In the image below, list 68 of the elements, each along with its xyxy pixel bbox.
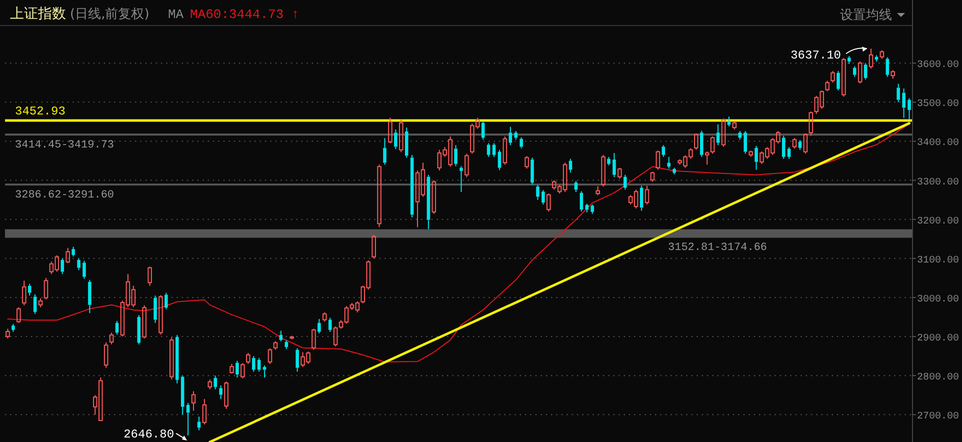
candlestick [175,334,179,384]
candlestick [852,66,856,78]
candlestick [836,70,840,91]
y-tick-label: 3100.00 [917,255,960,266]
candlestick [848,56,851,64]
y-tick-label: 3600.00 [917,60,960,72]
annotation: 3637.10 [790,48,842,63]
candlestick [624,174,627,190]
candlestick [798,140,802,150]
candlestick [12,324,15,332]
candlestick [902,88,906,118]
candlestick [574,180,578,193]
candlestick [542,190,545,206]
candlestick [536,184,540,200]
y-tick-label: 3400.00 [917,138,960,150]
candlestick [318,318,321,334]
candlestick [60,258,64,275]
band-label: 3286.62-3291.60 [15,190,114,202]
candlestick [530,157,534,186]
candlestick [662,144,666,158]
ref-line-label: 3452.93 [15,104,66,119]
candlestick [580,190,584,212]
candlestick [520,136,523,149]
y-tick-label: 2900.00 [917,334,960,345]
candlestick [486,142,490,158]
candlestick [738,130,742,140]
candlestick [284,340,288,350]
candlestick [180,375,184,416]
band-label: 3414.45-3419.73 [15,140,114,152]
candlestick [88,279,92,314]
y-tick-label: 2800.00 [917,372,960,384]
candlestick [460,166,463,193]
text: MA60:3444.73 ↑ [190,7,300,22]
text: MA [168,7,184,22]
y-tick-label: 3000.00 [917,294,960,306]
y-tick-label: 3200.00 [917,216,960,228]
candlestick [219,384,222,400]
y-tick-label: 3300.00 [917,177,960,188]
candlestick [426,174,430,230]
candlestick [154,295,157,324]
candlestick [394,129,398,150]
candlestick [667,156,670,170]
candlestick [607,156,610,166]
candlestick [787,146,791,160]
candlestick [214,375,217,390]
candlestick [28,283,32,296]
candlestick [700,130,704,158]
candlestick [886,56,890,78]
candlestick [908,98,911,120]
candlestick [404,127,408,158]
annotation: 2646.80 [124,427,174,442]
candlestick [514,130,518,140]
chart-subtitle: (日线,前复权) [70,7,150,22]
y-tick-label: 2700.00 [917,412,960,423]
band-label: 3152.81-3174.66 [668,242,768,254]
candlestick [383,138,386,166]
candlestick [137,314,141,345]
y-tick-label: 3500.00 [917,99,960,110]
chart-title: 上证指数 [10,6,66,22]
candlestick [864,62,868,80]
text: 设置均线 [840,8,892,23]
candlestick [252,356,256,372]
candlestick [492,142,496,158]
candlestick [727,116,731,127]
candlestick [410,154,414,218]
candlestick [72,246,75,257]
candlestick [197,416,201,431]
candlestick [754,145,758,170]
